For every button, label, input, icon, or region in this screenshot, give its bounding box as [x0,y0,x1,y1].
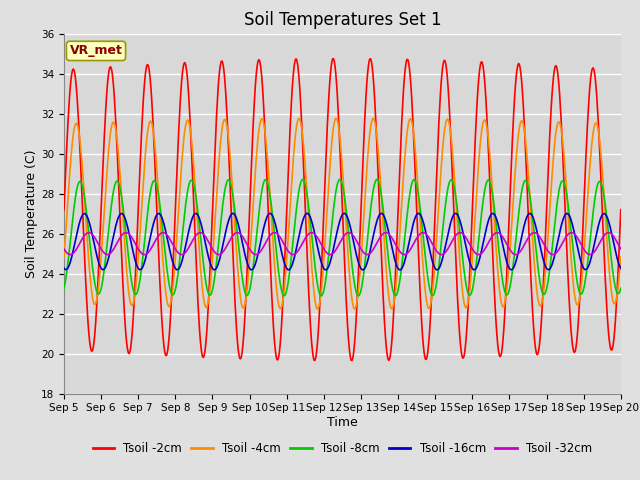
X-axis label: Time: Time [327,416,358,429]
Legend: Tsoil -2cm, Tsoil -4cm, Tsoil -8cm, Tsoil -16cm, Tsoil -32cm: Tsoil -2cm, Tsoil -4cm, Tsoil -8cm, Tsoi… [88,437,597,460]
Title: Soil Temperatures Set 1: Soil Temperatures Set 1 [244,11,441,29]
Text: VR_met: VR_met [70,44,122,58]
Y-axis label: Soil Temperature (C): Soil Temperature (C) [25,149,38,278]
